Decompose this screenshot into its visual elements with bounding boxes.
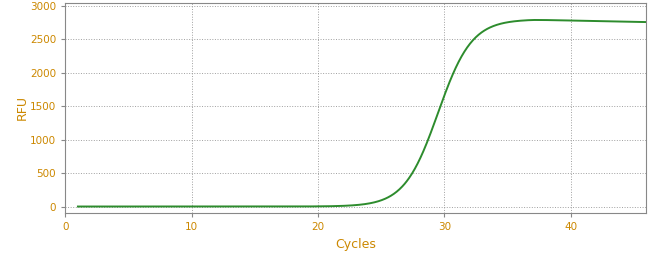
Y-axis label: RFU: RFU [16,95,29,120]
X-axis label: Cycles: Cycles [336,238,376,251]
